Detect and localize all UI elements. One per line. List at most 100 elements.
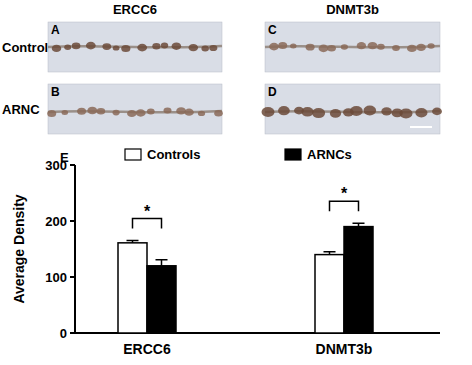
micrograph <box>48 22 222 72</box>
x-tick-label: DNMT3b <box>316 341 373 357</box>
error-bar <box>324 252 336 255</box>
cell <box>364 106 377 116</box>
y-tick <box>70 332 75 334</box>
cell <box>341 44 348 49</box>
micrograph-bg <box>265 84 440 134</box>
cell <box>97 108 106 115</box>
cell <box>62 110 69 115</box>
error-bar <box>156 260 168 266</box>
cell <box>306 44 315 51</box>
legend-label: Controls <box>147 147 200 162</box>
cell <box>327 45 336 52</box>
cell <box>102 43 111 50</box>
significance-label: * <box>341 185 348 202</box>
cell <box>432 108 442 116</box>
cell <box>86 42 96 50</box>
panel-label: D <box>268 85 277 99</box>
cell <box>161 43 168 49</box>
cell <box>350 106 363 116</box>
cell <box>290 43 297 48</box>
cell <box>381 107 392 115</box>
bar <box>118 243 147 333</box>
row-label: Control <box>2 40 48 55</box>
bars <box>118 223 373 333</box>
y-tick <box>70 276 75 278</box>
cell <box>47 110 56 117</box>
cell <box>301 107 313 117</box>
cell <box>201 46 209 52</box>
column-title: ERCC6 <box>113 2 157 17</box>
cell <box>330 109 341 118</box>
scale-bar <box>410 126 432 128</box>
cell <box>113 110 120 116</box>
panel-label: B <box>51 85 60 99</box>
cell <box>137 44 147 52</box>
panel-label: C <box>268 23 277 37</box>
y-tick-label: 100 <box>45 270 67 285</box>
bar <box>315 255 344 333</box>
cell <box>368 42 378 49</box>
micrograph <box>265 22 440 72</box>
y-tick <box>70 164 75 166</box>
cell <box>262 107 275 117</box>
cell <box>77 108 86 115</box>
cell <box>214 110 223 117</box>
error-bar <box>353 223 365 226</box>
cell <box>87 107 97 115</box>
y-axis <box>74 165 76 333</box>
micrograph-bg <box>48 84 222 134</box>
error-bar <box>127 241 139 243</box>
cell <box>278 42 287 49</box>
cell <box>392 45 400 51</box>
cell <box>428 43 435 49</box>
micrograph-bg <box>48 22 222 72</box>
cell <box>136 109 146 116</box>
row-label: ARNC <box>2 102 40 117</box>
cell <box>416 44 425 51</box>
cell <box>209 45 217 51</box>
cell <box>198 111 205 116</box>
x-tick-label: ERCC6 <box>123 341 171 357</box>
cell <box>72 43 81 50</box>
y-tick-label: 300 <box>45 158 67 173</box>
bar <box>147 266 176 333</box>
significance-bracket <box>330 201 359 211</box>
cell <box>113 45 120 50</box>
cell <box>147 109 155 115</box>
cell <box>400 109 413 119</box>
y-tick <box>70 220 75 222</box>
cell <box>52 45 61 52</box>
bar <box>344 227 373 333</box>
cell <box>269 43 279 51</box>
cell <box>127 110 136 117</box>
cell <box>415 108 427 117</box>
cell <box>278 106 290 115</box>
cell <box>176 107 186 114</box>
micrograph-bg <box>265 22 440 72</box>
cell <box>172 43 182 50</box>
legend-swatch <box>285 149 301 160</box>
cell <box>189 44 199 51</box>
micrograph <box>262 84 442 134</box>
cell <box>152 43 160 49</box>
legend-label: ARNCs <box>307 147 352 162</box>
cell <box>319 45 329 53</box>
y-tick-label: 200 <box>45 214 67 229</box>
cell <box>164 108 172 114</box>
cell <box>312 108 325 118</box>
column-title: DNMT3b <box>326 2 379 17</box>
cell <box>357 42 366 49</box>
legend-swatch <box>125 149 141 160</box>
micrograph <box>47 84 223 134</box>
panel-label: A <box>51 23 60 37</box>
cell <box>184 109 193 116</box>
figure: ERCC6DNMT3bControlARNCABCDEAverage Densi… <box>0 0 472 365</box>
cell <box>407 45 417 52</box>
cell <box>377 44 385 50</box>
cell <box>121 45 130 52</box>
significance-bracket <box>133 219 162 229</box>
significance-label: * <box>144 203 151 220</box>
cell <box>64 45 71 50</box>
y-axis-label: Average Density <box>11 194 27 303</box>
y-tick-label: 0 <box>60 326 67 341</box>
